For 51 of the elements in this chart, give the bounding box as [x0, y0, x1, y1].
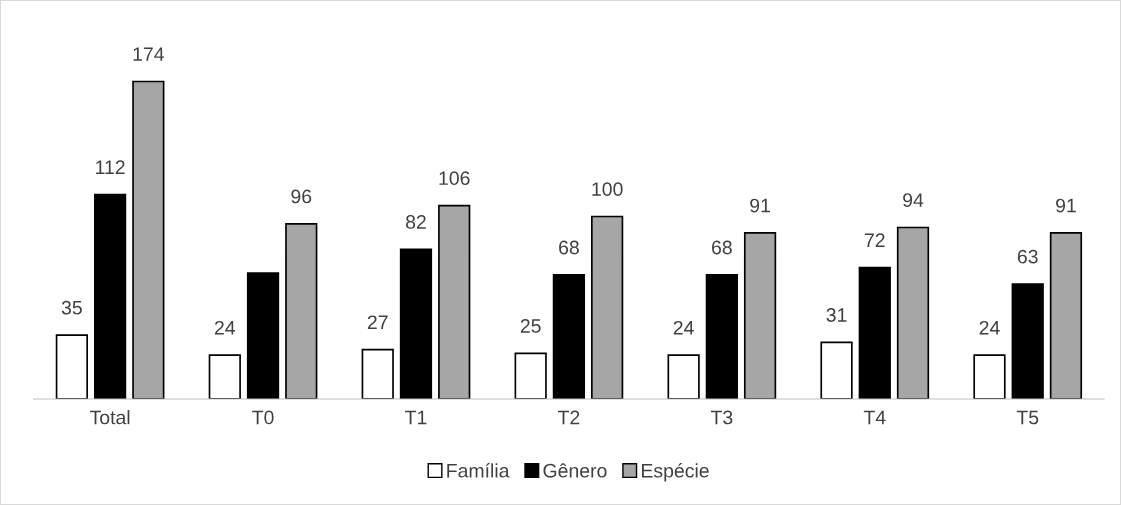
legend-label: Família: [447, 463, 510, 478]
data-label: 94: [903, 193, 924, 207]
data-label: 96: [291, 189, 312, 204]
data-label: 112: [96, 160, 125, 174]
bar: [514, 352, 547, 399]
data-label: 27: [367, 315, 388, 329]
bar: [667, 354, 700, 399]
data-label: 31: [826, 308, 847, 322]
bar: [93, 193, 127, 399]
bar: [591, 215, 624, 399]
x-tick-label: T3: [710, 410, 733, 425]
data-label: 24: [673, 320, 694, 335]
bar: [705, 274, 738, 399]
bar: [438, 204, 471, 399]
bar: [743, 232, 777, 399]
data-label: 63: [1017, 249, 1038, 264]
bar: [820, 341, 853, 399]
bar: [858, 266, 891, 399]
bar: [361, 348, 394, 399]
x-tick-label: T5: [1016, 410, 1039, 425]
data-label: 25: [520, 319, 541, 333]
bar: [399, 248, 433, 399]
x-tick-label: Total: [90, 410, 130, 425]
bar: [1011, 283, 1044, 399]
bar: [973, 354, 1006, 399]
data-label: 24: [979, 320, 1000, 335]
x-tick-label: T1: [405, 410, 427, 425]
bar: [552, 274, 586, 399]
data-label: 72: [864, 233, 885, 247]
data-label: 106: [439, 171, 470, 186]
bar: [132, 80, 165, 399]
data-label: 82: [406, 215, 426, 229]
bar: [1049, 232, 1083, 399]
bar: [55, 334, 88, 399]
bar: [246, 272, 280, 399]
data-label: 68: [559, 240, 579, 255]
data-label: 174: [133, 47, 164, 61]
x-tick-label: T0: [252, 410, 274, 425]
legend-label: Gênero: [543, 463, 607, 478]
bar: [208, 354, 241, 399]
legend-label: Espécie: [642, 463, 709, 482]
bar: [896, 226, 930, 399]
data-label: 91: [750, 198, 770, 213]
x-tick-label: T4: [863, 410, 886, 425]
data-label: 24: [214, 320, 236, 335]
data-label: 91: [1056, 198, 1076, 213]
data-label: 35: [61, 300, 82, 315]
data-label: 68: [712, 240, 732, 255]
x-tick-label: T2: [558, 410, 580, 425]
data-label: 100: [592, 182, 623, 197]
bar: [285, 222, 318, 399]
